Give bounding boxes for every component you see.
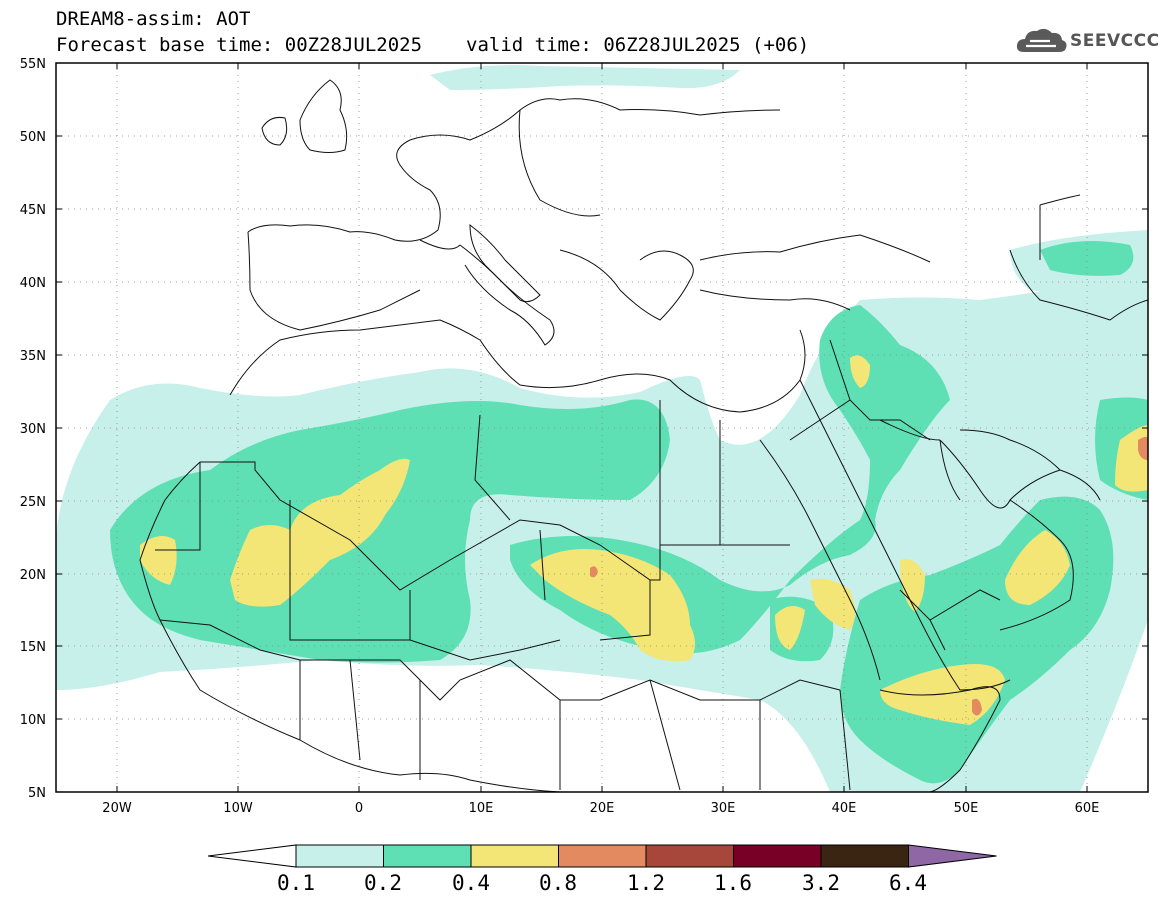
dotted-grid [56, 63, 1148, 792]
map-title: DREAM8-assim: AOT [56, 8, 251, 30]
forecast-base-time: Forecast base time: 00Z28JUL2025 [56, 34, 423, 56]
logo-text: SEEVCCC [1070, 31, 1160, 51]
lon-label: 0 [355, 801, 363, 816]
lon-label: 40E [832, 801, 857, 816]
lat-label: 15N [20, 640, 46, 655]
lon-label: 30E [711, 801, 736, 816]
lon-label: 50E [954, 801, 979, 816]
lat-label: 55N [20, 57, 46, 72]
lon-labels: 20W 10W 0 10E 20E 30E 40E 50E 60E [102, 801, 1099, 816]
time-info: Forecast base time: 00Z28JUL2025 valid ti… [56, 34, 809, 56]
lon-label: 60E [1075, 801, 1100, 816]
lat-label: 35N [20, 349, 46, 364]
lat-tick-marks [56, 62, 1148, 793]
valid-time: valid time: 06Z28JUL2025 (+06) [466, 34, 810, 56]
lat-label: 45N [20, 203, 46, 218]
seevccc-logo: SEEVCCC [1016, 26, 1160, 56]
lon-label: 10E [469, 801, 494, 816]
lat-label: 30N [20, 422, 46, 437]
lat-label: 20N [20, 568, 46, 583]
lon-label: 20W [102, 801, 132, 816]
lat-label: 5N [28, 786, 46, 801]
country-borders [139, 79, 1148, 792]
lat-label: 10N [20, 713, 46, 728]
lon-label: 20E [590, 801, 615, 816]
lat-label: 50N [20, 130, 46, 145]
lon-label: 10W [223, 801, 253, 816]
lat-labels: 5N 10N 15N 20N 25N 30N 35N 40N 45N 50N 5… [20, 57, 46, 801]
cloud-icon [1016, 28, 1067, 52]
lat-label: 25N [20, 495, 46, 510]
aot-level-0.8 [590, 436, 1148, 716]
lat-label: 40N [20, 276, 46, 291]
